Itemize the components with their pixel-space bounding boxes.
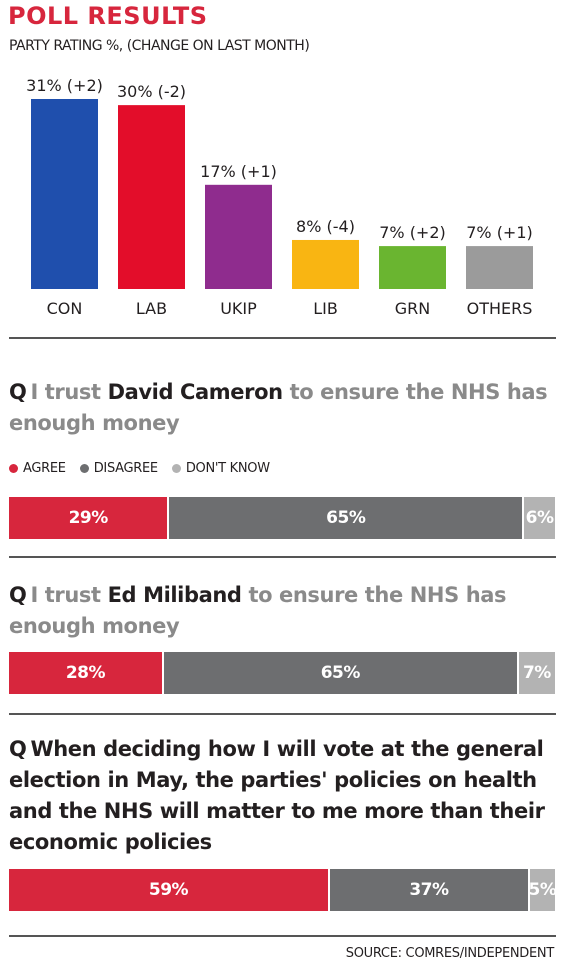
segment-agree: 29% bbox=[9, 497, 168, 539]
bar-lib bbox=[292, 239, 359, 289]
question-marker: Q bbox=[9, 583, 27, 607]
category-label-others: OTHERS bbox=[467, 299, 533, 318]
segment-disagree: 65% bbox=[161, 652, 517, 694]
segment-disagree: 37% bbox=[327, 869, 528, 911]
bar-con bbox=[31, 99, 98, 289]
data-label-con: 31% (+2) bbox=[26, 76, 103, 95]
bar-grn bbox=[379, 246, 446, 289]
section-divider bbox=[9, 935, 556, 937]
category-label-grn: GRN bbox=[395, 299, 430, 318]
category-label-lab: LAB bbox=[136, 299, 167, 318]
source-note: SOURCE: COMRES/INDEPENDENT bbox=[345, 946, 555, 961]
category-label-ukip: UKIP bbox=[220, 299, 257, 318]
question-subject: Ed Miliband bbox=[107, 583, 242, 607]
bar-others bbox=[466, 246, 533, 289]
bar-lab bbox=[118, 105, 185, 289]
section-divider bbox=[9, 713, 556, 715]
disagree-dot-icon bbox=[79, 464, 89, 473]
segment-agree: 59% bbox=[9, 869, 328, 911]
legend-item-agree: AGREE bbox=[9, 461, 66, 476]
question-text-pre: I trust bbox=[30, 583, 108, 607]
question-text-post: to ensure the NHS has enough money bbox=[9, 583, 507, 638]
segment-dont-know: 7% bbox=[516, 652, 555, 694]
question-text-pre: I trust bbox=[30, 380, 108, 404]
legend-label-disagree: DISAGREE bbox=[93, 461, 158, 476]
segment-dont-know: 5% bbox=[527, 869, 555, 911]
question-marker: Q bbox=[9, 737, 27, 761]
legend: AGREE DISAGREE DON'T KNOW bbox=[9, 461, 270, 476]
dont-know-dot-icon bbox=[171, 464, 181, 473]
category-label-lib: LIB bbox=[313, 299, 338, 318]
section-divider bbox=[9, 556, 556, 558]
agree-dot-icon bbox=[9, 464, 18, 473]
segment-dont-know: 6% bbox=[522, 497, 555, 539]
question-text: When deciding how I will vote at the gen… bbox=[9, 737, 545, 854]
party-rating-bar-chart: 31% (+2) CON 30% (-2) LAB 17% (+1) UKIP 8% (-4… bbox=[26, 76, 533, 318]
legend-item-dont-know: DON'T KNOW bbox=[171, 461, 270, 476]
legend-label-dont-know: DON'T KNOW bbox=[185, 461, 270, 476]
question-subject: David Cameron bbox=[107, 380, 283, 404]
chart-subtitle: PARTY RATING %, (CHANGE ON LAST MONTH) bbox=[9, 38, 310, 54]
bar-ukip bbox=[205, 184, 272, 289]
segment-agree: 28% bbox=[9, 652, 162, 694]
stacked-bar-q2: 28% 65% 7% bbox=[9, 652, 555, 694]
data-label-lib: 8% (-4) bbox=[296, 217, 355, 236]
question-marker: Q bbox=[9, 380, 27, 404]
question-text-post: to ensure the NHS has enough money bbox=[9, 380, 548, 435]
segment-disagree: 65% bbox=[167, 497, 523, 539]
legend-item-disagree: DISAGREE bbox=[79, 461, 158, 476]
stacked-bar-q1: 29% 65% 6% bbox=[9, 497, 555, 539]
question-3: Q When deciding how I will vote at the ge… bbox=[9, 734, 554, 858]
data-label-ukip: 17% (+1) bbox=[200, 162, 277, 181]
stacked-bar-q3: 59% 37% 5% bbox=[9, 869, 555, 911]
page-title: POLL RESULTS bbox=[8, 2, 208, 30]
category-label-con: CON bbox=[47, 299, 83, 318]
data-label-lab: 30% (-2) bbox=[117, 82, 186, 101]
data-label-grn: 7% (+2) bbox=[379, 223, 446, 242]
data-label-others: 7% (+1) bbox=[466, 223, 533, 242]
section-divider bbox=[9, 337, 556, 339]
legend-label-agree: AGREE bbox=[23, 461, 66, 476]
